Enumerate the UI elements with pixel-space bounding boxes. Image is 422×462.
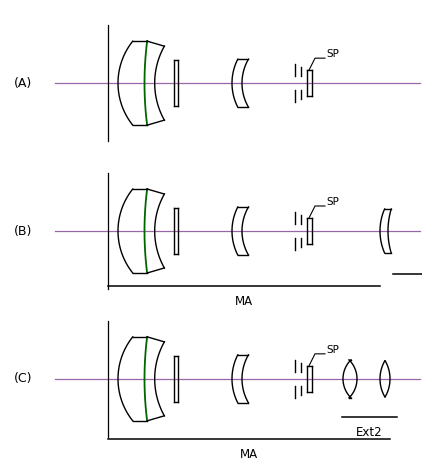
Text: MA: MA bbox=[235, 295, 253, 308]
Text: MA: MA bbox=[240, 448, 258, 461]
Text: Ext2: Ext2 bbox=[356, 426, 383, 439]
Text: SP: SP bbox=[326, 49, 339, 59]
Text: (B): (B) bbox=[14, 225, 32, 237]
Text: (A): (A) bbox=[14, 77, 32, 90]
Text: SP: SP bbox=[326, 345, 339, 355]
Text: SP: SP bbox=[326, 197, 339, 207]
Text: (C): (C) bbox=[14, 372, 32, 385]
